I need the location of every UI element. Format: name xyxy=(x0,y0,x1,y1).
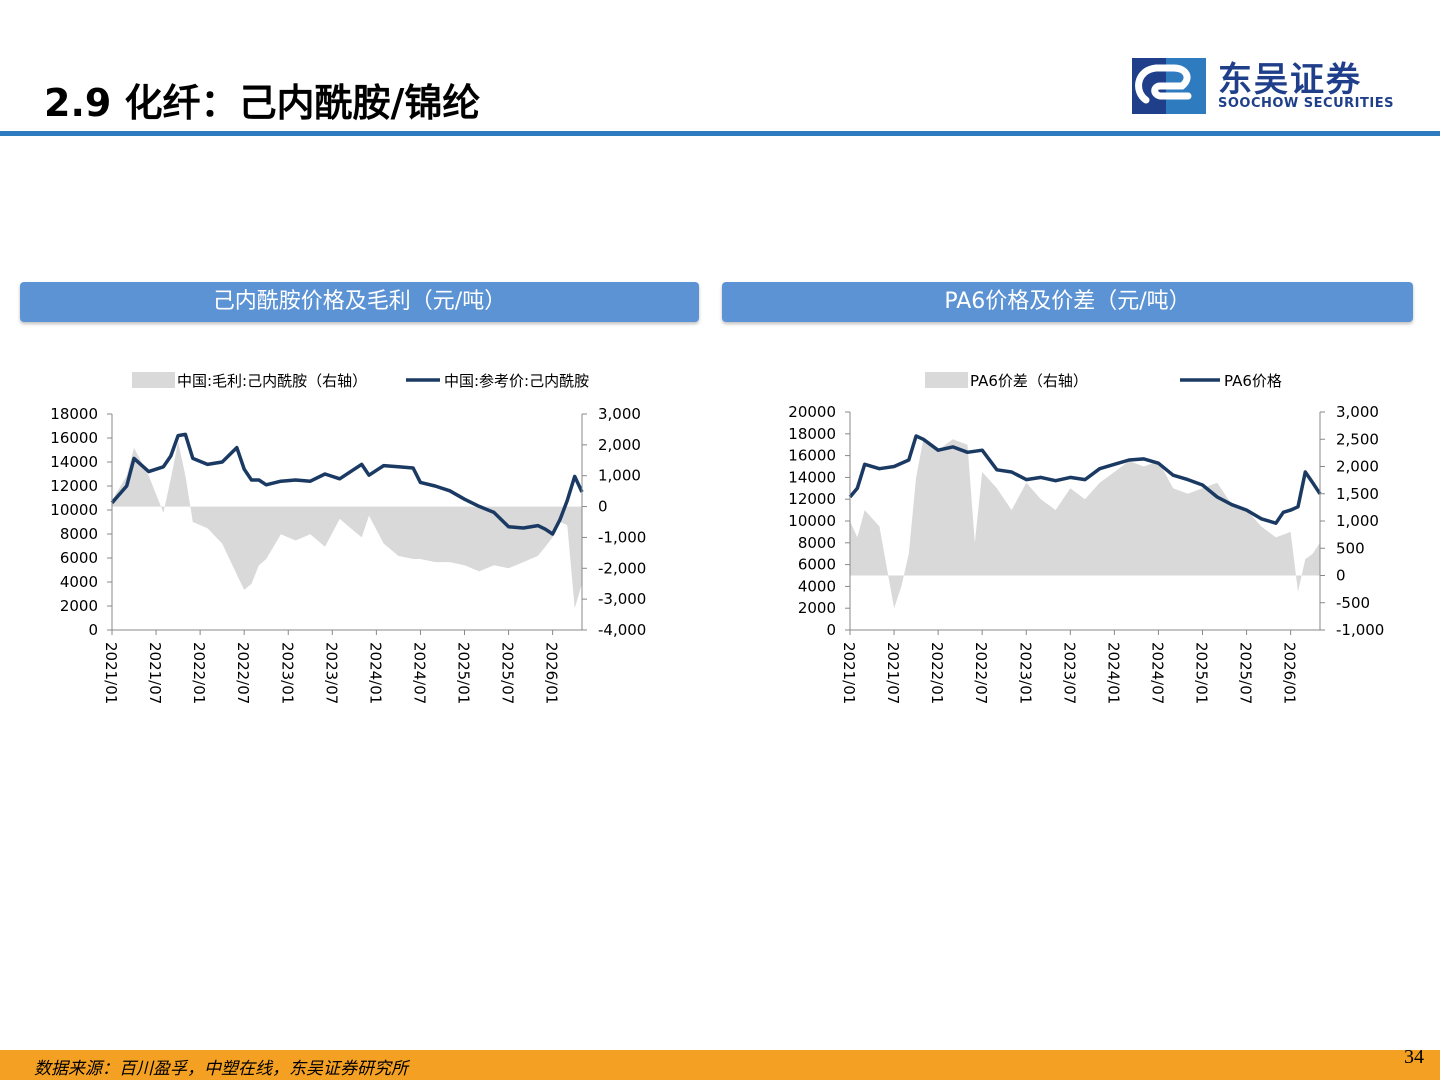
x-tick-label: 2024/07 xyxy=(410,642,428,704)
left-tick-label: 0 xyxy=(88,621,98,639)
x-tick-label: 2022/01 xyxy=(190,642,208,704)
legend-area-swatch xyxy=(925,372,968,388)
left-tick-label: 14000 xyxy=(788,468,836,486)
x-tick-label: 2025/07 xyxy=(1237,642,1255,704)
right-tick-label: 2,000 xyxy=(1336,458,1379,476)
soochow-logo-icon xyxy=(1132,58,1206,114)
left-tick-label: 10000 xyxy=(50,501,98,519)
right-tick-label: 500 xyxy=(1336,539,1365,557)
left-tick-label: 18000 xyxy=(788,425,836,443)
line-series xyxy=(848,434,1322,525)
caprolactam-chart: 中国:毛利:己内酰胺（右轴） 中国:参考价:己内酰胺 0 2000 4000 6000 80… xyxy=(50,372,646,704)
left-tick-label: 18000 xyxy=(50,405,98,423)
pa6-chart: PA6价差（右轴） PA6价格 0 2000 4000 6000 8000 10000 1200… xyxy=(788,372,1384,704)
chart-left-title: 己内酰胺价格及毛利（元/吨） xyxy=(20,282,699,322)
right-tick-label: -500 xyxy=(1336,594,1370,612)
left-tick-label: 8000 xyxy=(798,534,836,552)
x-tick-label: 2022/07 xyxy=(972,642,990,704)
x-tick-label: 2021/01 xyxy=(840,642,858,704)
x-tick-label: 2023/01 xyxy=(278,642,296,704)
right-tick-label: -1,000 xyxy=(598,528,646,546)
x-tick-label: 2024/01 xyxy=(1104,642,1122,704)
right-tick-label: 2,500 xyxy=(1336,430,1379,448)
x-tick-label: 2022/01 xyxy=(928,642,946,704)
left-tick-label: 16000 xyxy=(50,429,98,447)
x-tick-label: 2021/07 xyxy=(884,642,902,704)
legend-area-swatch xyxy=(132,372,175,388)
x-tick-label: 2026/01 xyxy=(543,642,561,704)
left-tick-label: 8000 xyxy=(60,525,98,543)
area-series xyxy=(850,439,1320,609)
x-tick-label: 2023/07 xyxy=(1060,642,1078,704)
x-tick-label: 2023/01 xyxy=(1016,642,1034,704)
left-tick-label: 6000 xyxy=(60,549,98,567)
left-tick-label: 6000 xyxy=(798,556,836,574)
legend-line-label: PA6价格 xyxy=(1224,372,1282,390)
page-number: 34 xyxy=(1404,1046,1424,1068)
x-tick-label: 2026/01 xyxy=(1281,642,1299,704)
right-tick-label: 0 xyxy=(598,498,608,516)
right-tick-label: 1,000 xyxy=(598,467,641,485)
left-tick-label: 20000 xyxy=(788,403,836,421)
right-tick-label: -4,000 xyxy=(598,621,646,639)
legend-area-label: PA6价差（右轴） xyxy=(970,372,1088,390)
right-tick-label: 1,500 xyxy=(1336,485,1379,503)
right-tick-label: -1,000 xyxy=(1336,621,1384,639)
left-tick-label: 12000 xyxy=(50,477,98,495)
right-tick-label: 3,000 xyxy=(1336,403,1379,421)
left-tick-label: 0 xyxy=(826,621,836,639)
data-source-note: 数据来源：百川盈孚，中塑在线，东吴证券研究所 xyxy=(34,1059,408,1079)
x-tick-label: 2025/01 xyxy=(455,642,473,704)
area-series xyxy=(112,441,582,609)
right-tick-label: 3,000 xyxy=(598,405,641,423)
legend-line-label: 中国:参考价:己内酰胺 xyxy=(444,372,589,390)
left-tick-label: 14000 xyxy=(50,453,98,471)
x-tick-label: 2024/01 xyxy=(366,642,384,704)
x-tick-label: 2022/07 xyxy=(234,642,252,704)
left-tick-label: 2000 xyxy=(798,599,836,617)
chart-right-title: PA6价格及价差（元/吨） xyxy=(722,282,1413,322)
x-tick-label: 2025/07 xyxy=(499,642,517,704)
footer-bar xyxy=(0,1050,1440,1080)
left-tick-label: 10000 xyxy=(788,512,836,530)
left-tick-label: 16000 xyxy=(788,447,836,465)
company-logo: 东吴证券 SOOCHOW SECURITIES xyxy=(1130,56,1410,116)
x-tick-label: 2021/01 xyxy=(102,642,120,704)
logo-chinese-name: 东吴证券 xyxy=(1218,60,1362,100)
line-series xyxy=(110,432,584,536)
left-tick-label: 4000 xyxy=(798,577,836,595)
legend-area-label: 中国:毛利:己内酰胺（右轴） xyxy=(177,372,367,390)
logo-english-name: SOOCHOW SECURITIES xyxy=(1218,96,1394,111)
right-tick-label: 1,000 xyxy=(1336,512,1379,530)
right-tick-label: 0 xyxy=(1336,567,1346,585)
left-tick-label: 2000 xyxy=(60,597,98,615)
x-tick-label: 2025/01 xyxy=(1193,642,1211,704)
page-title: 2.9 化纤：己内酰胺/锦纶 xyxy=(44,81,481,125)
title-rule xyxy=(0,131,1440,136)
right-tick-label: -3,000 xyxy=(598,590,646,608)
right-tick-label: 2,000 xyxy=(598,436,641,454)
left-tick-label: 12000 xyxy=(788,490,836,508)
x-tick-label: 2024/07 xyxy=(1148,642,1166,704)
left-tick-label: 4000 xyxy=(60,573,98,591)
x-tick-label: 2023/07 xyxy=(322,642,340,704)
x-tick-label: 2021/07 xyxy=(146,642,164,704)
right-tick-label: -2,000 xyxy=(598,559,646,577)
